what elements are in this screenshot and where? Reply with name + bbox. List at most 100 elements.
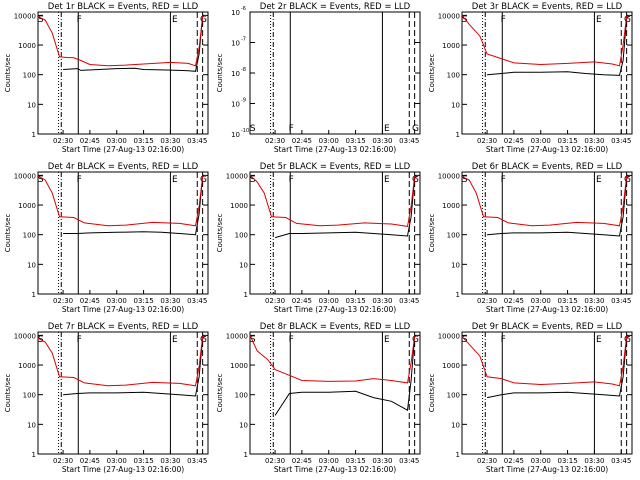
marker-label: E xyxy=(596,175,602,185)
plot-frame xyxy=(37,11,209,135)
marker-label: F xyxy=(77,335,82,345)
x-tick-label: 03:30 xyxy=(160,457,180,465)
x-axis-label: Start Time (27-Aug-13 02:16:00) xyxy=(274,145,396,154)
y-tick-label: 10 xyxy=(231,70,240,78)
panel-title: Det 5r BLACK = Events, RED = LLD xyxy=(260,162,411,172)
y-tick-label: 10 xyxy=(231,9,240,17)
y-tick-label: 1 xyxy=(456,451,460,459)
y-tick-label: 100 xyxy=(447,72,460,80)
lld-series-line xyxy=(37,334,207,387)
x-tick-label: 03:00 xyxy=(107,297,127,305)
y-tick-exponent: -6 xyxy=(241,6,246,12)
x-tick-label: 03:00 xyxy=(319,137,339,145)
marker-label: G xyxy=(412,175,419,185)
x-tick-label: 02:30 xyxy=(477,457,497,465)
x-tick-label: 03:30 xyxy=(584,457,604,465)
x-tick-label: 03:00 xyxy=(319,457,339,465)
x-tick-label: 03:00 xyxy=(107,457,127,465)
plot-frame xyxy=(37,171,209,295)
events-series-line xyxy=(487,335,631,399)
x-axis-label: Start Time (27-Aug-13 02:16:00) xyxy=(486,145,608,154)
y-axis-label: Counts/sec xyxy=(428,374,436,413)
y-tick-label: 100 xyxy=(23,232,36,240)
x-axis-label: Start Time (27-Aug-13 02:16:00) xyxy=(486,465,608,474)
x-axis-label: Start Time (27-Aug-13 02:16:00) xyxy=(486,305,608,314)
y-tick-label: 1000 xyxy=(18,42,36,50)
y-tick-label: 1000 xyxy=(18,202,36,210)
marker-label: F xyxy=(77,175,82,185)
y-tick-label: 1000 xyxy=(18,362,36,370)
y-tick-label: 10000 xyxy=(14,172,36,180)
x-tick-label: 03:45 xyxy=(611,457,631,465)
x-tick-label: 03:00 xyxy=(107,137,127,145)
y-tick-label: 10 xyxy=(27,101,36,109)
y-tick-exponent: -9 xyxy=(241,98,246,104)
x-tick-label: 02:30 xyxy=(53,137,73,145)
plot-frame xyxy=(461,331,633,455)
y-tick-label: 10000 xyxy=(226,172,248,180)
y-tick-label: 1 xyxy=(456,291,460,299)
x-axis-label: Start Time (27-Aug-13 02:16:00) xyxy=(62,305,184,314)
marker-label: F xyxy=(501,175,506,185)
y-axis-label: Counts/sec xyxy=(4,54,12,93)
marker-label: G xyxy=(624,335,631,345)
x-tick-label: 03:15 xyxy=(345,457,365,465)
y-tick-label: 10000 xyxy=(14,332,36,340)
y-axis-label: Counts/sec xyxy=(4,374,12,413)
x-tick-label: 03:15 xyxy=(133,297,153,305)
y-tick-label: 100 xyxy=(447,232,460,240)
marker-label: G xyxy=(412,335,419,345)
marker-label: G xyxy=(200,175,207,185)
y-tick-label: 100 xyxy=(235,392,248,400)
marker-label: F xyxy=(501,15,506,25)
marker-label: E xyxy=(596,335,602,345)
y-tick-exponent: -7 xyxy=(241,37,246,43)
marker-label: S xyxy=(38,175,44,185)
y-tick-label: 100 xyxy=(23,392,36,400)
y-tick-label: 100 xyxy=(235,232,248,240)
panel-9: Det 9r BLACK = Events, RED = LLD 1 10 100 10… xyxy=(428,322,633,474)
marker-label: F xyxy=(77,15,82,25)
y-tick-exponent: -8 xyxy=(241,67,246,73)
x-tick-label: 02:45 xyxy=(80,137,100,145)
y-axis-label: Counts/sec xyxy=(216,54,224,93)
x-axis-label: Start Time (27-Aug-13 02:16:00) xyxy=(62,145,184,154)
marker-label: S xyxy=(462,15,468,25)
x-tick-label: 03:45 xyxy=(187,137,207,145)
marker-label: F xyxy=(289,335,294,345)
marker-label: G xyxy=(200,15,207,25)
lld-series-line xyxy=(249,174,419,227)
x-tick-label: 03:15 xyxy=(133,457,153,465)
x-tick-label: 03:15 xyxy=(345,297,365,305)
y-tick-label: 10000 xyxy=(14,12,36,20)
marker-label: E xyxy=(596,15,602,25)
y-axis-label: Counts/sec xyxy=(4,214,12,253)
x-tick-label: 02:45 xyxy=(292,297,312,305)
marker-label: G xyxy=(200,335,207,345)
x-tick-label: 02:30 xyxy=(265,297,285,305)
y-tick-label: 10000 xyxy=(226,332,248,340)
y-axis-label: Counts/sec xyxy=(216,214,224,253)
events-series-line xyxy=(487,15,631,76)
panel-1: Det 1r BLACK = Events, RED = LLD 1 10 100 10… xyxy=(4,2,209,154)
x-tick-label: 03:15 xyxy=(133,137,153,145)
marker-label: S xyxy=(250,335,256,345)
plot-frame xyxy=(249,171,421,295)
y-tick-exponent: -10 xyxy=(241,128,249,134)
panel-title: Det 9r BLACK = Events, RED = LLD xyxy=(472,322,623,332)
x-tick-label: 03:00 xyxy=(531,137,551,145)
marker-label: F xyxy=(289,124,294,134)
x-tick-label: 03:45 xyxy=(611,137,631,145)
panel-5: Det 5r BLACK = Events, RED = LLD 1 10 100 10… xyxy=(216,162,421,314)
panel-title: Det 7r BLACK = Events, RED = LLD xyxy=(48,322,199,332)
y-tick-label: 100 xyxy=(23,72,36,80)
y-tick-label: 10000 xyxy=(438,332,460,340)
y-tick-label: 1 xyxy=(456,131,460,139)
y-tick-label: 10 xyxy=(231,131,240,139)
x-tick-label: 02:30 xyxy=(477,297,497,305)
panel-4: Det 4r BLACK = Events, RED = LLD 1 10 100 10… xyxy=(4,162,209,314)
panel-title: Det 2r BLACK = Events, RED = LLD xyxy=(260,2,411,12)
events-series-line xyxy=(63,335,207,397)
y-tick-label: 1000 xyxy=(442,202,460,210)
